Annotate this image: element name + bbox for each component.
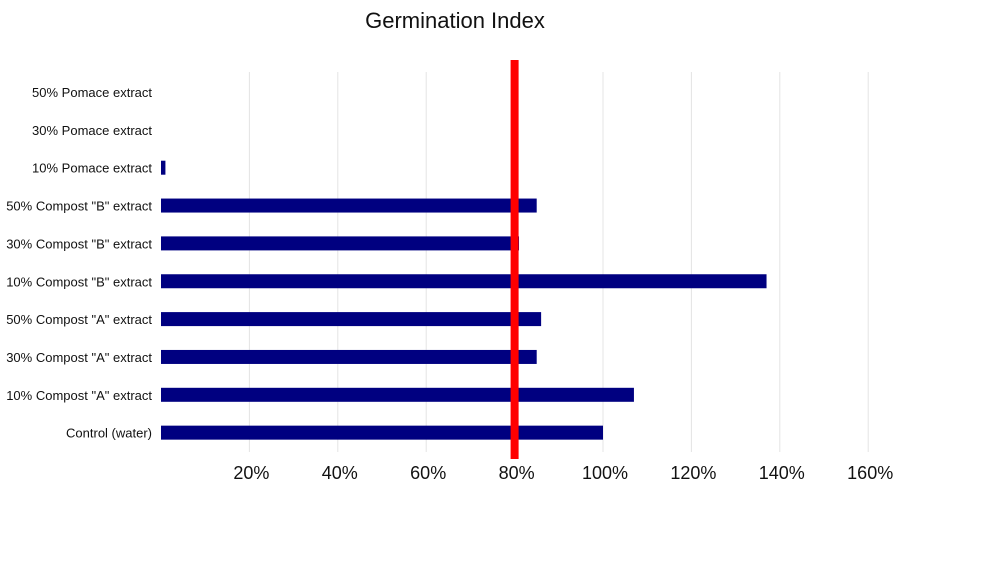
x-tick-label: 80% [499, 463, 535, 483]
threshold-layer [510, 60, 519, 459]
category-label: 30% Compost "B" extract [6, 236, 152, 251]
bar-6 [161, 198, 537, 213]
category-label: 50% Pomace extract [32, 85, 152, 100]
bar-7 [161, 160, 166, 175]
category-label: 30% Compost "A" extract [6, 350, 152, 365]
x-tick-labels: 20% 40% 60% 80% 100% 120% 140% 160% [233, 463, 893, 483]
category-label: 10% Compost "B" extract [6, 274, 152, 289]
x-tick-label: 20% [233, 463, 269, 483]
x-tick-label: 100% [582, 463, 628, 483]
x-tick-label: 160% [847, 463, 893, 483]
category-label: 30% Pomace extract [32, 123, 152, 138]
bar-4 [161, 274, 767, 289]
category-label: 50% Compost "A" extract [6, 312, 152, 327]
bar-2 [161, 349, 537, 364]
x-tick-label: 140% [759, 463, 805, 483]
category-labels: Control (water) 10% Compost "A" extract 30… [6, 85, 152, 441]
bar-0 [161, 425, 603, 440]
x-tick-label: 120% [670, 463, 716, 483]
category-label: 10% Compost "A" extract [6, 388, 152, 403]
threshold-line [510, 60, 519, 459]
category-label: 10% Pomace extract [32, 161, 152, 176]
bar-1 [161, 387, 634, 402]
category-label: 50% Compost "B" extract [6, 199, 152, 214]
bar-5 [161, 236, 520, 251]
x-tick-label: 40% [322, 463, 358, 483]
chart-title: Germination Index [365, 8, 545, 33]
x-tick-label: 60% [410, 463, 446, 483]
category-label: Control (water) [66, 426, 152, 441]
bar-3 [161, 312, 542, 327]
